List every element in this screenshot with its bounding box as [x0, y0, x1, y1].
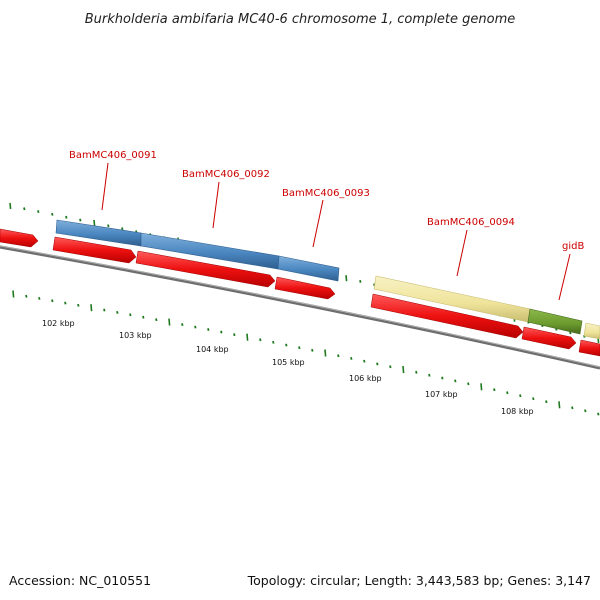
- ruler-minor-tick: [441, 376, 444, 380]
- ruler-minor-tick: [298, 346, 301, 350]
- gene-bar-next[interactable]: [583, 322, 600, 340]
- ruler-minor-tick: [584, 409, 587, 413]
- ruler-minor-tick: [376, 362, 379, 366]
- ruler-minor-tick: [220, 330, 223, 334]
- ruler-minor-tick: [79, 218, 82, 222]
- ruler-major-tick: [9, 202, 12, 210]
- ruler-minor-tick: [454, 379, 457, 383]
- kbp-label-102: 102 kbp: [42, 319, 75, 328]
- ruler-minor-tick: [532, 397, 535, 401]
- ruler-minor-tick: [207, 328, 210, 332]
- ruler-minor-tick: [389, 365, 392, 369]
- ruler-minor-tick: [103, 308, 106, 312]
- ruler-minor-tick: [467, 382, 470, 386]
- ruler-minor-tick: [337, 354, 340, 358]
- ruler-minor-tick: [428, 373, 431, 377]
- ruler-minor-tick: [359, 279, 362, 283]
- ruler-minor-tick: [142, 315, 145, 319]
- inner-ruler-track: [12, 290, 600, 416]
- ruler-minor-tick: [77, 303, 80, 307]
- gene-label-bammc406-0091[interactable]: BamMC406_0091: [69, 150, 157, 161]
- ruler-major-tick: [480, 383, 483, 391]
- ruler-minor-tick: [194, 325, 197, 329]
- label-leaders: [101, 162, 571, 301]
- ruler-minor-tick: [272, 340, 275, 344]
- ruler-minor-tick: [129, 313, 132, 317]
- ruler-minor-tick: [350, 356, 353, 360]
- gene-label-bammc406-0092[interactable]: BamMC406_0092: [182, 169, 270, 180]
- cds-track: [0, 228, 600, 357]
- ruler-minor-tick: [545, 400, 548, 404]
- ruler-minor-tick: [51, 212, 54, 216]
- ruler-minor-tick: [38, 296, 41, 300]
- kbp-label-106: 106 kbp: [349, 374, 382, 383]
- ruler-minor-tick: [259, 338, 262, 342]
- ruler-major-tick: [93, 219, 96, 226]
- ruler-minor-tick: [597, 412, 600, 416]
- accession-text: Accession: NC_010551: [9, 573, 151, 588]
- ruler-major-tick: [324, 349, 327, 357]
- gene-bar-bammc406-0093[interactable]: [277, 255, 340, 282]
- ruler-minor-tick: [181, 323, 184, 327]
- chromosome-backbone: [0, 245, 600, 370]
- map-title: Burkholderia ambifaria MC40-6 chromosome…: [85, 12, 515, 27]
- ruler-minor-tick: [64, 301, 67, 305]
- ruler-minor-tick: [285, 343, 288, 347]
- genome-summary-text: Topology: circular; Length: 3,443,583 bp…: [247, 573, 591, 588]
- ruler-major-tick: [168, 318, 171, 326]
- ruler-major-tick: [90, 304, 93, 312]
- gene-feature-track: [55, 219, 600, 340]
- ruler-minor-tick: [415, 370, 418, 374]
- ruler-major-tick: [246, 333, 249, 341]
- gene-label-bammc406-0093[interactable]: BamMC406_0093: [282, 188, 370, 199]
- ruler-major-tick: [12, 290, 15, 298]
- cds-arrow-gidb[interactable]: [521, 326, 577, 350]
- ruler-minor-tick: [116, 310, 119, 314]
- ruler-minor-tick: [37, 210, 40, 214]
- kbp-label-108: 108 kbp: [501, 407, 534, 416]
- cds-arrow-bammc406-0093[interactable]: [274, 276, 336, 300]
- cds-arrow[interactable]: [0, 228, 39, 248]
- ruler-minor-tick: [65, 215, 68, 219]
- ruler-minor-tick: [51, 299, 54, 303]
- ruler-minor-tick: [155, 318, 158, 322]
- ruler-minor-tick: [121, 227, 124, 231]
- cds-arrow-bammc406-0091[interactable]: [52, 236, 137, 264]
- kbp-label-104: 104 kbp: [196, 345, 229, 354]
- kbp-label-105: 105 kbp: [272, 358, 305, 367]
- ruler-major-tick: [402, 366, 405, 374]
- kbp-label-103: 103 kbp: [119, 331, 152, 340]
- gene-label-bammc406-0094[interactable]: BamMC406_0094: [427, 217, 515, 228]
- kbp-label-107: 107 kbp: [425, 390, 458, 399]
- gene-label-gidb[interactable]: gidB: [562, 241, 584, 252]
- ruler-minor-tick: [363, 359, 366, 363]
- ruler-minor-tick: [519, 394, 522, 398]
- ruler-minor-tick: [571, 406, 574, 410]
- ruler-minor-tick: [493, 388, 496, 392]
- ruler-minor-tick: [506, 391, 509, 395]
- ruler-minor-tick: [25, 294, 28, 298]
- cds-arrow-bammc406-0092[interactable]: [135, 250, 276, 288]
- cds-arrow-next[interactable]: [578, 339, 600, 357]
- cds-arrow-bammc406-0094[interactable]: [370, 293, 524, 339]
- ruler-minor-tick: [107, 224, 110, 228]
- ruler-minor-tick: [23, 207, 26, 211]
- ruler-major-tick: [558, 401, 561, 409]
- ruler-minor-tick: [311, 348, 314, 352]
- ruler-minor-tick: [233, 333, 236, 337]
- ruler-major-tick: [345, 275, 348, 282]
- gene-bar-gidb[interactable]: [527, 308, 583, 335]
